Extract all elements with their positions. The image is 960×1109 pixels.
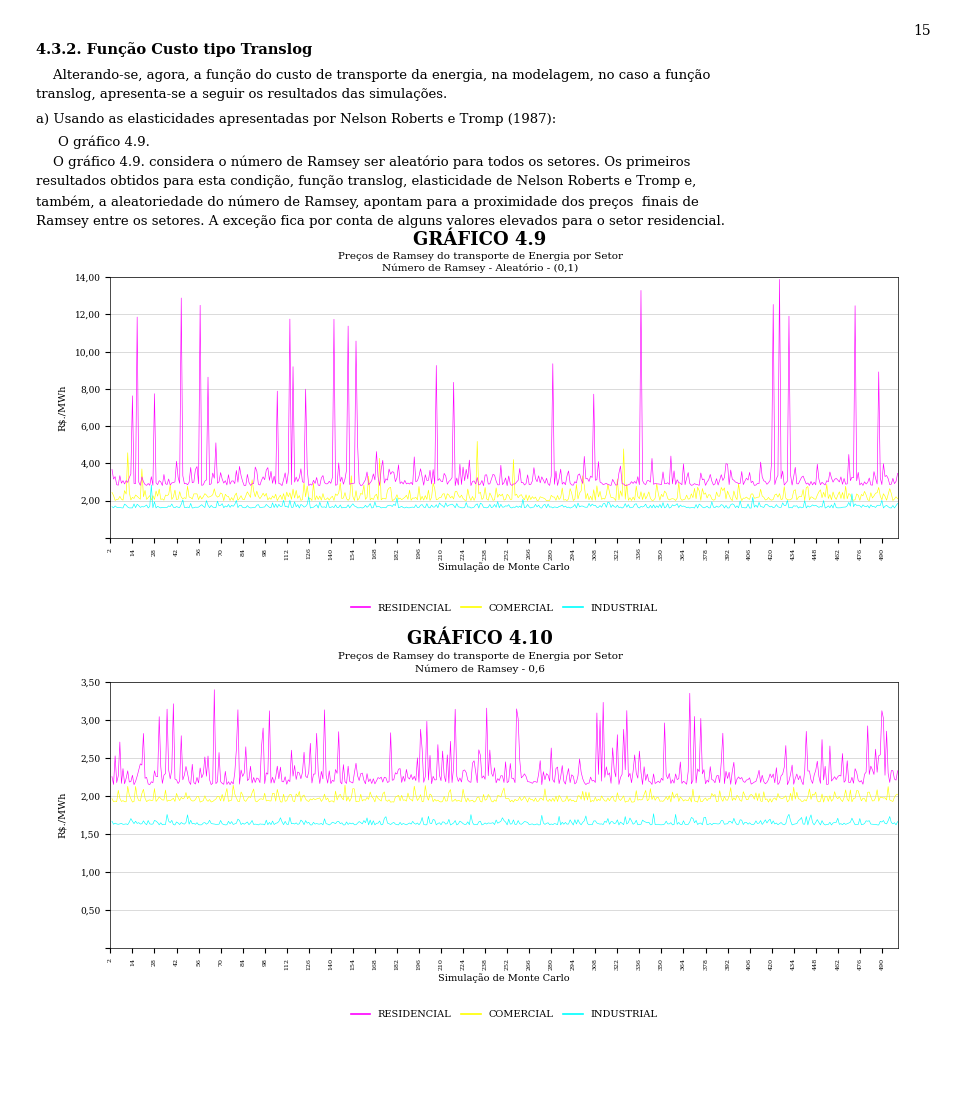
Legend: RESIDENCIAL, COMERCIAL, INDUSTRIAL: RESIDENCIAL, COMERCIAL, INDUSTRIAL <box>347 600 661 617</box>
Text: Preços de Ramsey do transporte de Energia por Setor: Preços de Ramsey do transporte de Energi… <box>338 252 622 261</box>
Text: a) Usando as elasticidades apresentadas por Nelson Roberts e Tromp (1987):: a) Usando as elasticidades apresentadas … <box>36 113 557 126</box>
Text: resultados obtidos para esta condição, função translog, elasticidade de Nelson R: resultados obtidos para esta condição, f… <box>36 175 697 189</box>
Text: 4.3.2. Função Custo tipo Translog: 4.3.2. Função Custo tipo Translog <box>36 42 313 57</box>
Text: Preços de Ramsey do transporte de Energia por Setor: Preços de Ramsey do transporte de Energi… <box>338 652 622 661</box>
Text: Alterando-se, agora, a função do custo de transporte da energia, na modelagem, n: Alterando-se, agora, a função do custo d… <box>36 69 710 82</box>
Text: O gráfico 4.9.: O gráfico 4.9. <box>58 135 150 149</box>
Y-axis label: R$./MWh: R$./MWh <box>59 792 67 838</box>
Text: Número de Ramsey - Aleatório - (0,1): Número de Ramsey - Aleatório - (0,1) <box>382 264 578 274</box>
Text: translog, apresenta-se a seguir os resultados das simulações.: translog, apresenta-se a seguir os resul… <box>36 88 447 101</box>
X-axis label: Simulação de Monte Carlo: Simulação de Monte Carlo <box>438 973 570 983</box>
Text: Ramsey entre os setores. A exceção fica por conta de alguns valores elevados par: Ramsey entre os setores. A exceção fica … <box>36 215 726 228</box>
Text: GRÁFICO 4.9: GRÁFICO 4.9 <box>414 231 546 248</box>
X-axis label: Simulação de Monte Carlo: Simulação de Monte Carlo <box>438 562 570 572</box>
Text: 15: 15 <box>914 24 931 39</box>
Text: Número de Ramsey - 0,6: Número de Ramsey - 0,6 <box>415 664 545 674</box>
Text: GRÁFICO 4.10: GRÁFICO 4.10 <box>407 630 553 648</box>
Y-axis label: R$./MWh: R$./MWh <box>59 385 67 430</box>
Legend: RESIDENCIAL, COMERCIAL, INDUSTRIAL: RESIDENCIAL, COMERCIAL, INDUSTRIAL <box>347 1006 661 1024</box>
Text: O gráfico 4.9. considera o número de Ramsey ser aleatório para todos os setores.: O gráfico 4.9. considera o número de Ram… <box>36 155 691 169</box>
Text: também, a aleatoriedade do número de Ramsey, apontam para a proximidade dos preç: também, a aleatoriedade do número de Ram… <box>36 195 699 208</box>
